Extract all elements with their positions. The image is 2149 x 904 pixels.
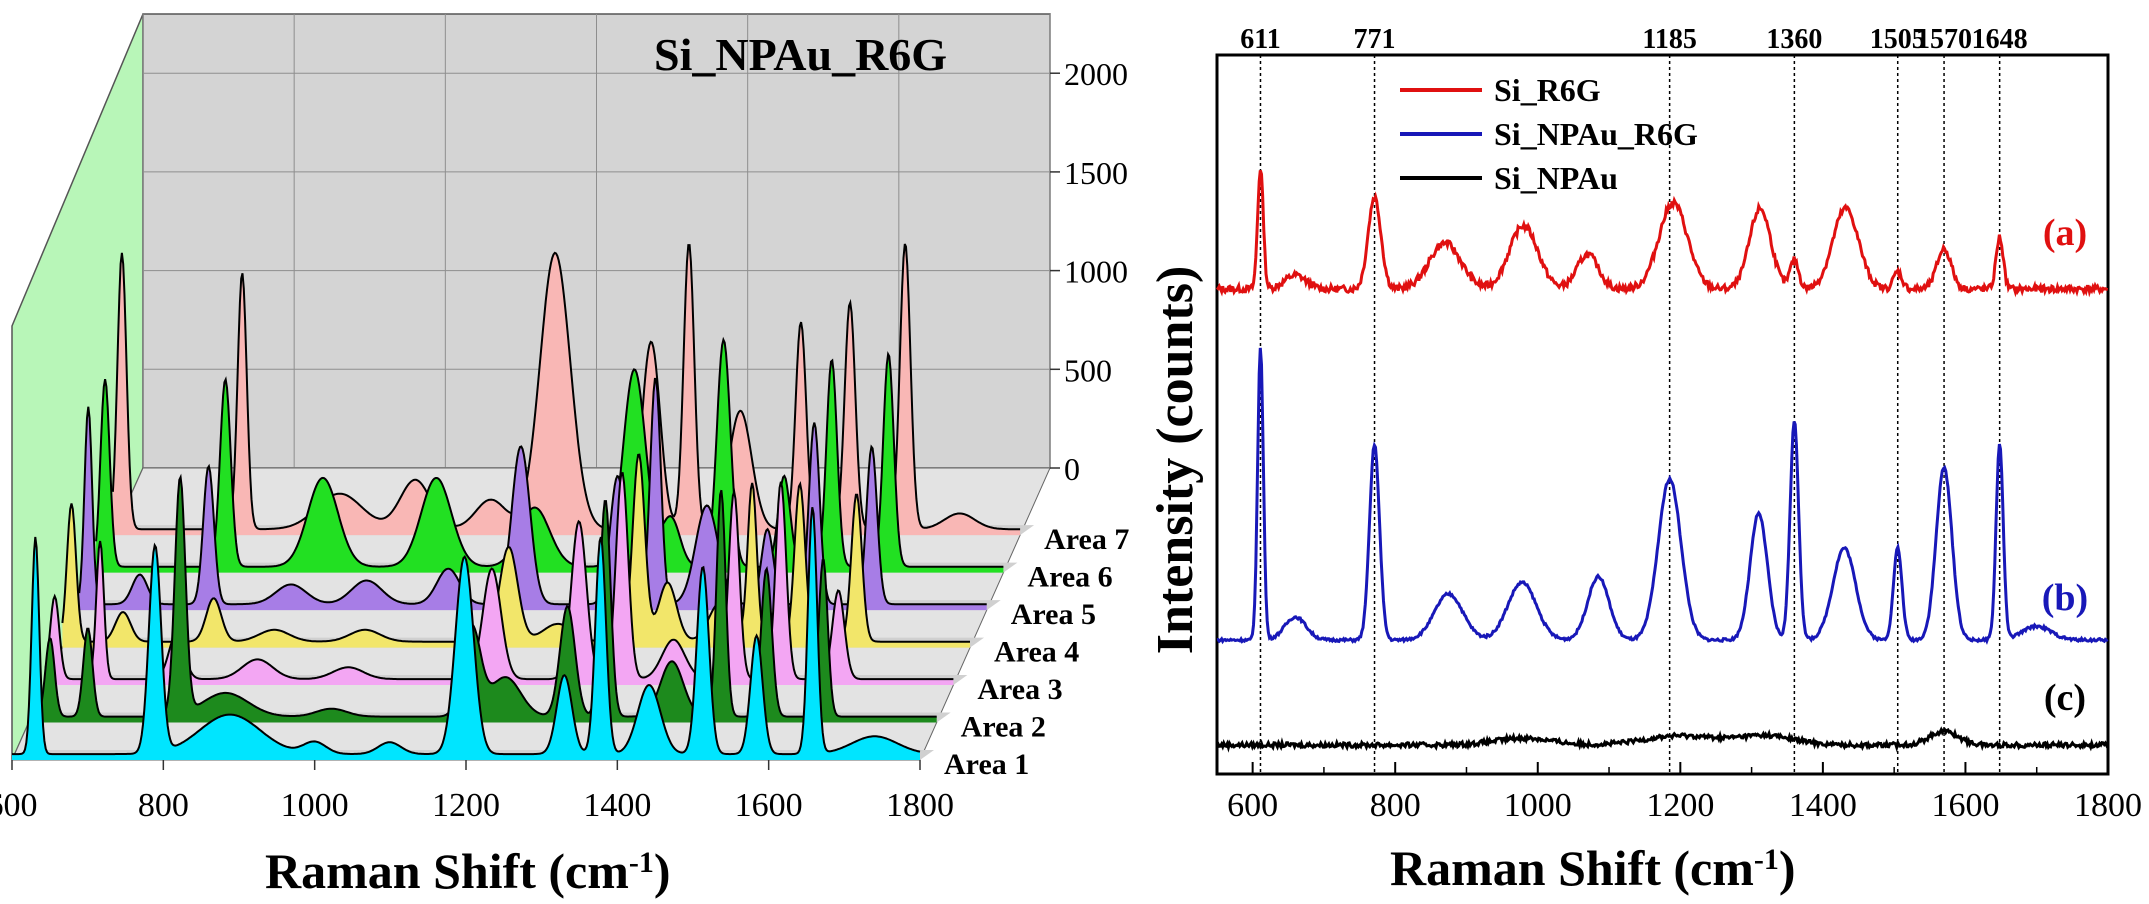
right-x-tick-label: 800 [1370, 787, 1421, 824]
z-tick-label: 2000 [1064, 56, 1128, 92]
area-label: Area 1 [944, 748, 1029, 781]
ridge-outline [12, 507, 921, 756]
area-label: Area 3 [977, 673, 1062, 706]
z-tick-label: 1000 [1064, 254, 1128, 290]
ridge-fill [62, 454, 971, 648]
legend-label: Si_R6G [1494, 72, 1601, 108]
left-x-tick-label: 1800 [886, 787, 954, 824]
area-label: Area 4 [994, 636, 1079, 669]
series-line-si-r6g [1215, 169, 2109, 298]
left-x-tick-label: 1400 [583, 787, 651, 824]
ridge-fill [28, 477, 937, 723]
ridge-area-1 [12, 507, 934, 760]
left-x-tick-label: 600 [0, 787, 38, 824]
z-axis-ticks: 0 500 1000 1500 2000 [1050, 56, 1128, 487]
left-x-tick-label: 1000 [281, 787, 349, 824]
right-y-axis-label: Intensity (counts) [1147, 266, 1204, 655]
right-x-ticks: 600 800 1000 1200 1400 1600 1800 [1227, 762, 2142, 824]
peak-label: 611 [1240, 24, 1280, 55]
peak-label: 1505 [1870, 24, 1926, 55]
peak-label: 1185 [1642, 24, 1696, 55]
peak-label: 1570 [1916, 24, 1972, 55]
series-letter-label: (c) [2044, 677, 2086, 719]
series-letter-labels: (a) (b) (c) [2042, 212, 2088, 719]
left-x-tick-label: 800 [138, 787, 189, 824]
ridge-fill [96, 339, 1004, 573]
z-tick-label: 0 [1064, 451, 1080, 487]
right-x-tick-label: 1800 [2074, 787, 2142, 824]
area-label: Area 7 [1044, 523, 1129, 556]
right-plot-frame [1215, 53, 2110, 776]
left-x-ticks: 600 800 1000 1200 1400 1600 1800 [0, 760, 954, 824]
series-line-si-npau [1215, 726, 2110, 753]
right-x-tick-label: 1200 [1646, 787, 1714, 824]
left-x-tick-label: 1200 [432, 787, 500, 824]
series-letter-label: (b) [2042, 577, 2088, 619]
spectra-series-group [1215, 169, 2110, 753]
area-labels: Area 1 Area 2 Area 3 Area 4 Area 5 Area 6 Area… [944, 523, 1129, 781]
series-letter-label: (a) [2043, 212, 2087, 254]
right-x-tick-label: 1600 [1931, 787, 1999, 824]
legend-label: Si_NPAu_R6G [1494, 116, 1698, 152]
series-line-si-npau-r6g [1216, 347, 2109, 645]
peak-reference-lines [1259, 55, 2001, 774]
area-label: Area 2 [961, 711, 1046, 744]
z-tick-label: 1500 [1064, 155, 1128, 191]
area-label: Area 6 [1027, 561, 1112, 594]
peak-label: 1360 [1766, 24, 1822, 55]
ridge-fill [79, 378, 987, 611]
ridge-outline [44, 472, 954, 681]
ridge-area-2 [28, 473, 951, 723]
right-x-tick-label: 600 [1227, 787, 1278, 824]
left-x-axis-label: Raman Shift (cm-1) [265, 843, 671, 899]
left-chart-title: Si_NPAu_R6G [654, 29, 947, 80]
peak-label: 1648 [1972, 24, 2028, 55]
right-x-tick-label: 1000 [1504, 787, 1572, 824]
right-x-tick-label: 1400 [1789, 787, 1857, 824]
peak-label: 771 [1354, 24, 1396, 55]
legend: Si_R6G Si_NPAu_R6G Si_NPAu [1400, 72, 1698, 196]
ridge-fill [12, 507, 920, 760]
ridge-outline [28, 473, 937, 718]
legend-label: Si_NPAu [1494, 160, 1618, 196]
area-label: Area 5 [1011, 598, 1096, 631]
left-x-tick-label: 1600 [735, 787, 803, 824]
z-tick-label: 500 [1064, 352, 1112, 388]
right-x-axis-label: Raman Shift (cm-1) [1390, 840, 1796, 896]
ridge-series-group [12, 243, 1035, 760]
